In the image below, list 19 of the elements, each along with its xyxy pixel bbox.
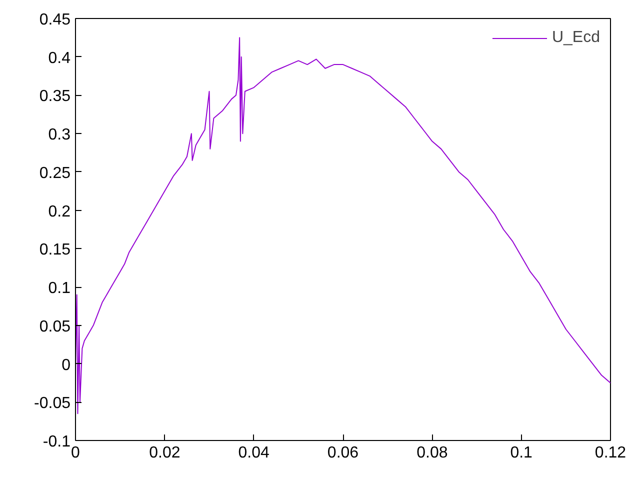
- x-tick-label: 0.08: [416, 444, 448, 462]
- y-tick-label: -0.05: [34, 395, 71, 412]
- y-tick-label: -0.1: [42, 434, 71, 450]
- y-tick-label: 0.2: [48, 203, 71, 220]
- x-tick-label: 0.02: [149, 444, 180, 462]
- y-tick-label: 0.35: [39, 88, 71, 106]
- y-tick-label: 0.3: [48, 126, 71, 144]
- y-tick-label: 0.25: [39, 164, 71, 182]
- x-tick-label: 0.1: [510, 444, 533, 462]
- y-tick-label: 0.15: [39, 242, 71, 259]
- y-tick-label: 0.1: [48, 280, 71, 298]
- y-tick-label: 0: [62, 356, 71, 374]
- x-tick-label: 0.12: [594, 444, 626, 462]
- x-tick-label: 0.06: [327, 444, 359, 462]
- x-tick-label: 0.04: [238, 444, 270, 462]
- y-tick-label: 0.4: [48, 50, 71, 67]
- y-tick-label: 0.45: [39, 12, 71, 28]
- legend-label: U_Ecd: [552, 29, 600, 47]
- y-tick-label: 0.05: [39, 318, 71, 336]
